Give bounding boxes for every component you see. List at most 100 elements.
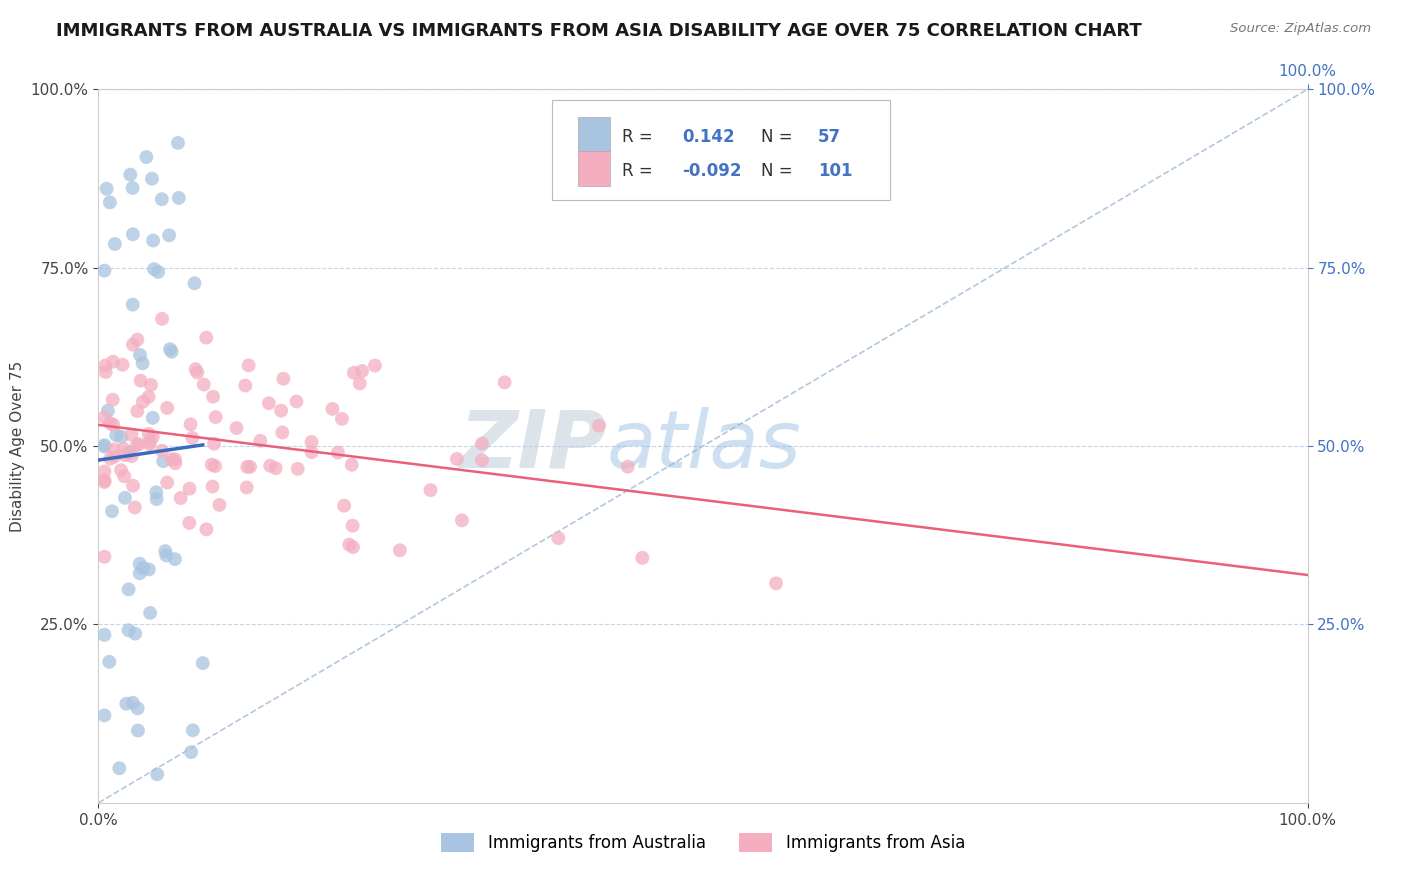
Point: [150, 443, 173, 458]
Point: [110, 430, 132, 444]
Point: [285, 394, 308, 409]
Point: [117, 582, 139, 597]
Point: [191, 656, 214, 670]
FancyBboxPatch shape: [551, 100, 890, 200]
Point: [321, 401, 343, 416]
Point: [139, 377, 162, 392]
Point: [93, 465, 115, 479]
Point: [616, 459, 638, 474]
Point: [287, 462, 309, 476]
Point: [155, 549, 177, 563]
Point: [349, 376, 371, 391]
Point: [110, 463, 132, 477]
Point: [202, 390, 225, 404]
Point: [156, 475, 179, 490]
Point: [132, 394, 155, 409]
Point: [201, 458, 224, 472]
Point: [180, 417, 202, 432]
Bar: [578, 152, 610, 186]
Point: [121, 427, 143, 442]
Legend: Immigrants from Australia, Immigrants from Asia: Immigrants from Australia, Immigrants fr…: [434, 826, 972, 859]
Point: [120, 168, 142, 182]
Point: [150, 192, 173, 206]
Point: [115, 697, 138, 711]
Point: [236, 459, 259, 474]
Point: [142, 234, 165, 248]
Point: [146, 265, 169, 279]
Point: [93, 410, 115, 425]
Point: [93, 708, 115, 723]
Point: [145, 491, 167, 506]
Point: [301, 445, 323, 459]
Point: [159, 342, 181, 356]
Point: [104, 450, 127, 464]
Point: [108, 761, 131, 775]
Point: [145, 485, 167, 500]
Point: [132, 561, 155, 575]
Point: [167, 191, 190, 205]
Point: [118, 445, 141, 459]
Point: [138, 426, 160, 441]
Point: [364, 359, 387, 373]
Point: [105, 428, 128, 442]
Point: [165, 456, 187, 470]
Point: [270, 403, 292, 417]
Point: [273, 372, 295, 386]
Point: [122, 337, 145, 351]
Point: [352, 364, 374, 378]
Point: [114, 491, 136, 505]
Point: [138, 562, 160, 576]
Point: [225, 421, 247, 435]
Point: [114, 448, 136, 462]
Point: [163, 452, 186, 467]
Point: [121, 696, 143, 710]
Point: [112, 469, 135, 483]
Point: [235, 480, 257, 494]
Point: [271, 425, 294, 440]
Point: [138, 390, 160, 404]
Point: [238, 359, 260, 373]
Text: 57: 57: [818, 128, 841, 146]
Point: [139, 606, 162, 620]
Point: [125, 438, 148, 452]
Point: [342, 518, 364, 533]
Point: [257, 396, 280, 410]
Point: [184, 362, 207, 376]
Point: [103, 442, 125, 457]
Point: [111, 358, 134, 372]
Text: 0.142: 0.142: [682, 128, 735, 146]
Point: [93, 263, 115, 277]
Point: [156, 401, 179, 415]
Point: [142, 410, 165, 425]
Point: [471, 453, 494, 467]
Text: N =: N =: [761, 162, 799, 180]
Point: [101, 354, 124, 368]
Point: [117, 624, 139, 638]
Point: [204, 459, 226, 474]
Point: [186, 366, 208, 380]
Point: [588, 418, 610, 433]
Point: [142, 430, 165, 444]
Point: [419, 483, 441, 497]
Point: [195, 522, 218, 536]
Point: [121, 297, 143, 311]
Point: [98, 655, 121, 669]
Point: [112, 442, 135, 456]
Point: [179, 482, 201, 496]
Text: -0.092: -0.092: [682, 162, 742, 180]
Point: [93, 628, 115, 642]
Point: [97, 403, 120, 417]
Point: [155, 544, 177, 558]
Point: [547, 531, 569, 545]
Point: [127, 701, 149, 715]
Point: [96, 182, 118, 196]
Point: [208, 498, 231, 512]
Point: [388, 543, 411, 558]
Point: [195, 330, 218, 344]
Point: [342, 540, 364, 554]
Bar: [578, 117, 610, 152]
Point: [167, 136, 190, 150]
Point: [135, 150, 157, 164]
Point: [180, 745, 202, 759]
Point: [343, 366, 366, 380]
